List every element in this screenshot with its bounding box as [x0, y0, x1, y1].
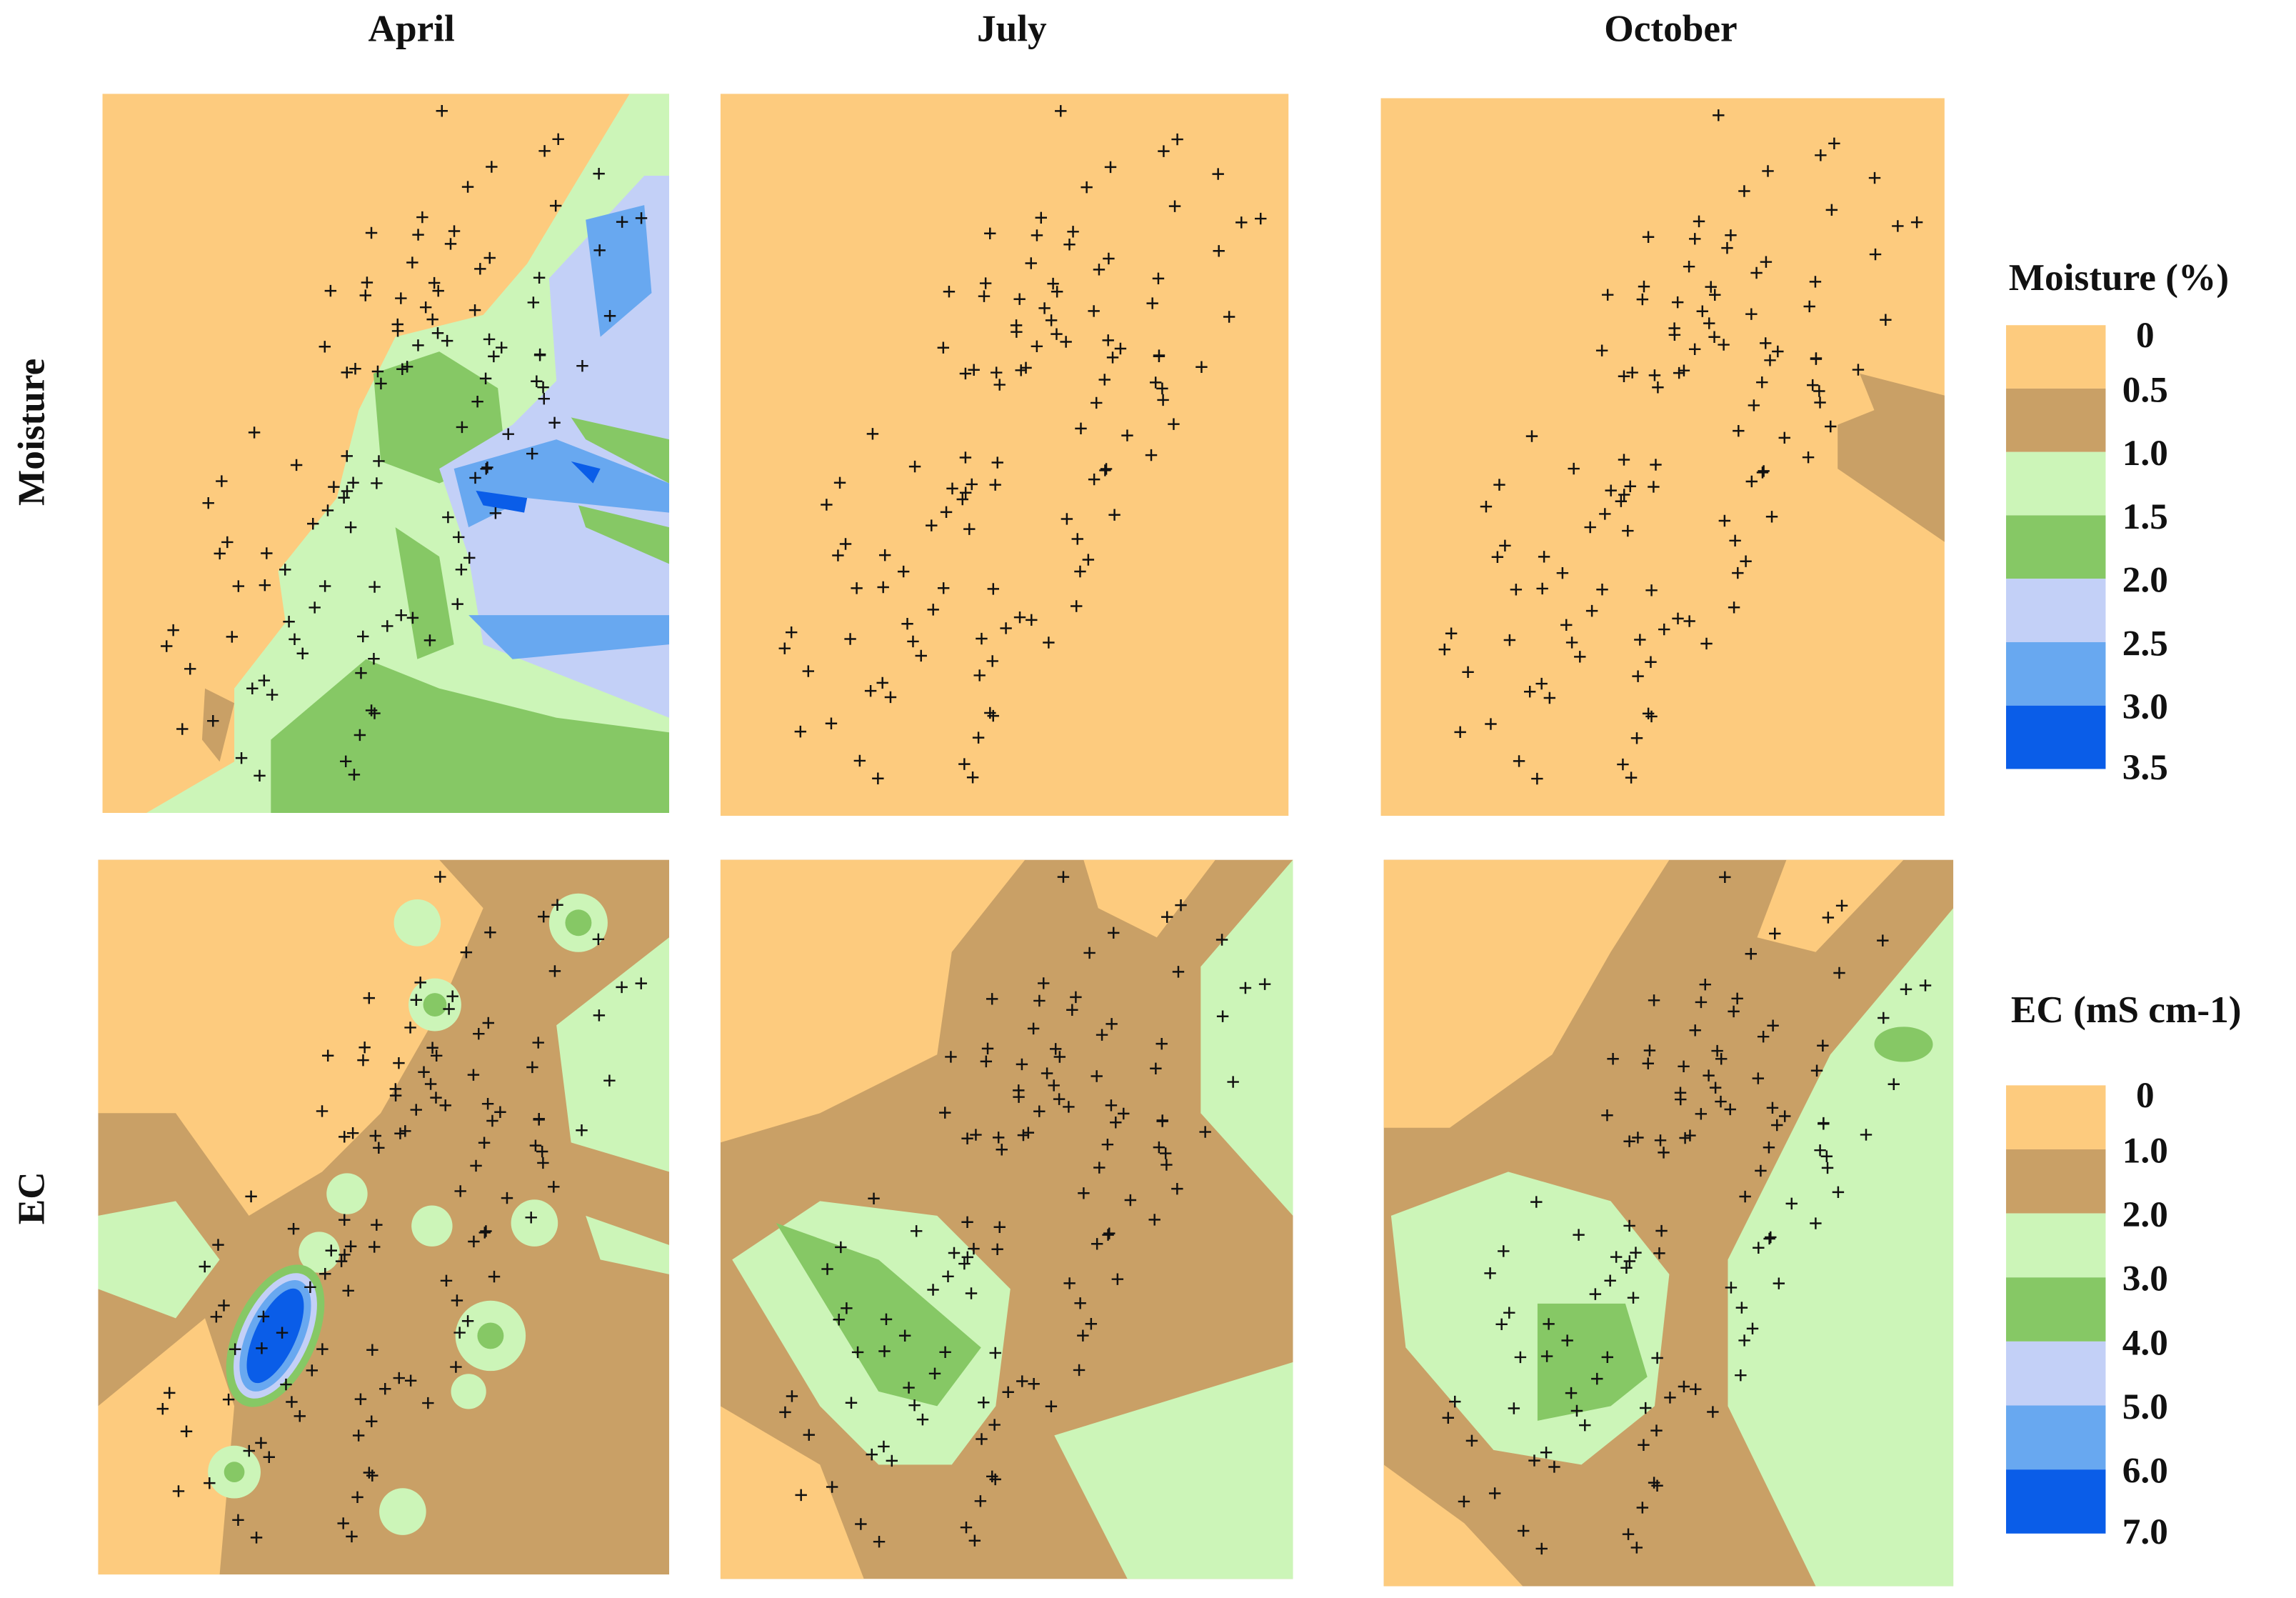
column-title: October: [1604, 7, 1737, 49]
map-panel: [720, 94, 1289, 817]
sample-crosses: [161, 105, 648, 782]
sample-crosses: [779, 871, 1271, 1548]
legend-label: 2.0: [2122, 560, 2168, 601]
legend-label: 3.5: [2122, 747, 2168, 788]
legend-swatch: [2006, 579, 2106, 642]
legend-swatch: [2006, 1085, 2106, 1149]
legend-title: EC (mS cm-1): [2011, 989, 2242, 1031]
legend-label: 0: [2136, 315, 2155, 356]
legend-label: 3.0: [2122, 1259, 2168, 1299]
sample-crosses: [156, 871, 647, 1544]
legend-swatch: [2006, 1469, 2106, 1534]
legend-swatch: [2006, 515, 2106, 579]
legend-swatch: [2006, 1277, 2106, 1342]
map-panel: [98, 859, 670, 1575]
legend-swatch: [2006, 451, 2106, 516]
column-title: April: [368, 7, 454, 49]
legends: 0 0.5 1.0 1.5 2.0 2.5 3.0 3.5 0 1.0 2.0 3.0 4.0 5.0 6.…: [2006, 315, 2168, 1552]
legend-label: 7.0: [2122, 1512, 2168, 1552]
legend-label: 6.0: [2122, 1451, 2168, 1492]
legend-swatch: [2006, 1213, 2106, 1278]
legend-title: Moisture (%): [2009, 256, 2229, 299]
legend-swatch: [2006, 641, 2106, 706]
legend-label: 0.5: [2122, 369, 2168, 410]
legend-swatch: [2006, 705, 2106, 769]
legend-swatch: [2006, 325, 2106, 389]
legend-label: 1.0: [2122, 433, 2168, 474]
legend-label: 0: [2136, 1075, 2155, 1116]
legend-label: 1.0: [2122, 1130, 2168, 1171]
sample-crosses: [1442, 871, 1932, 1555]
legend-label: 5.0: [2122, 1387, 2168, 1427]
legend-label: 3.0: [2122, 686, 2168, 727]
row-title: EC: [11, 1172, 53, 1224]
column-title: July: [977, 7, 1047, 49]
legend-label: 1.5: [2122, 496, 2168, 537]
legend-swatch: [2006, 1149, 2106, 1214]
sample-points: [156, 105, 1932, 1555]
legend-swatch: [2006, 1405, 2106, 1470]
map-panel: [1380, 98, 1945, 817]
legend-label: 2.5: [2122, 623, 2168, 664]
legend-label: 2.0: [2122, 1194, 2168, 1235]
map-panel: [1383, 859, 1954, 1587]
sample-crosses: [778, 105, 1267, 784]
map-panel: [102, 94, 670, 813]
row-title: Moisture: [11, 359, 53, 506]
sample-crosses: [1438, 109, 1923, 785]
legend-swatch: [2006, 388, 2106, 452]
legend-swatch: [2006, 1341, 2106, 1406]
legend-label: 4.0: [2122, 1322, 2168, 1363]
map-panel: [720, 859, 1293, 1579]
